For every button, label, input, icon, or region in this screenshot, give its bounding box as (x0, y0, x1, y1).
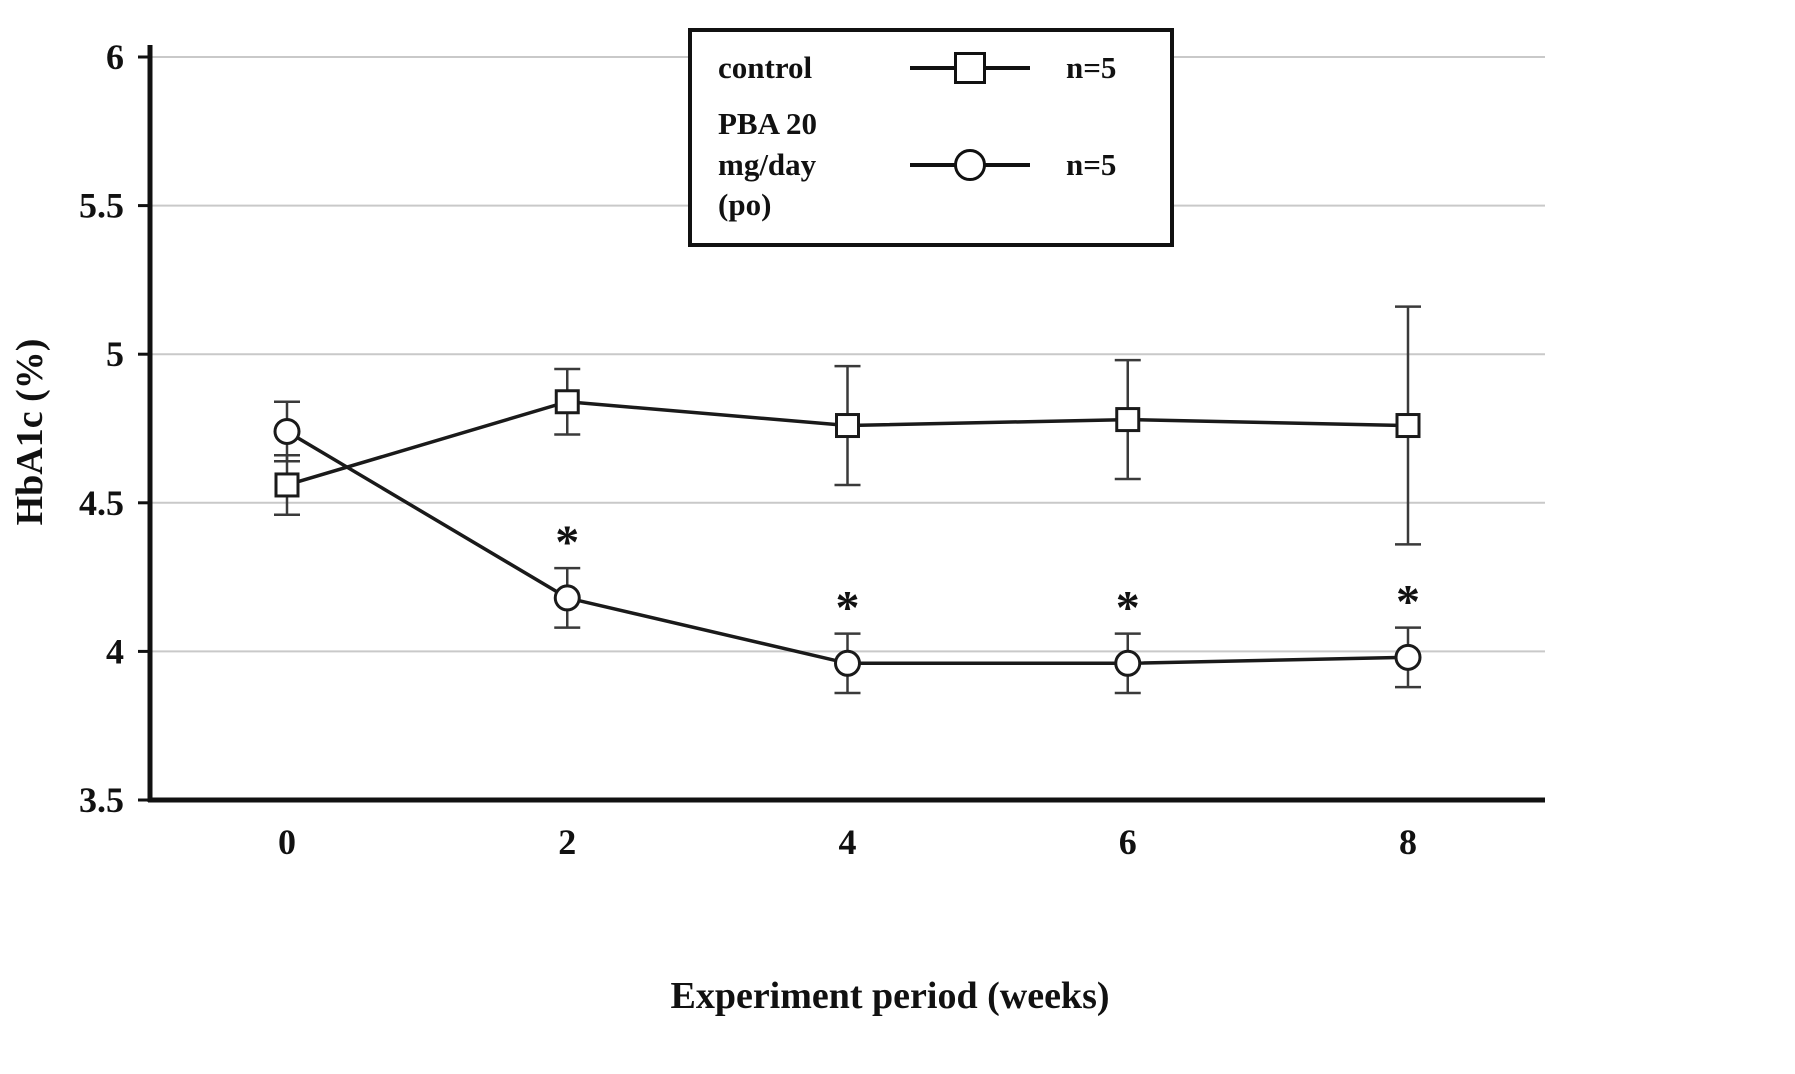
significance-star: * (555, 516, 579, 569)
legend-label-control: control (718, 50, 813, 85)
x-tick-label: 8 (1399, 822, 1417, 862)
circle-marker-icon (910, 145, 1030, 185)
x-axis-title: Experiment period (weeks) (670, 975, 1109, 1017)
legend-label-pba: PBA 20 mg/day (po) (718, 104, 910, 225)
y-tick-label: 3.5 (79, 780, 124, 820)
legend-item-control: control n=5 (718, 48, 1144, 88)
significance-star: * (1396, 576, 1420, 629)
y-tick-label: 5 (106, 334, 124, 374)
chart-legend: control n=5 PBA 20 mg/day (po) n=5 (688, 28, 1174, 248)
x-tick-label: 0 (278, 822, 296, 862)
data-marker-square (1395, 413, 1421, 439)
data-marker-square (554, 389, 580, 415)
data-marker-circle (1394, 643, 1422, 671)
data-marker-circle (1114, 649, 1142, 677)
data-marker-circle (273, 417, 301, 445)
significance-star: * (1116, 582, 1140, 635)
y-tick-label: 5.5 (79, 186, 124, 226)
square-marker-icon (910, 48, 1030, 88)
y-tick-label: 4.5 (79, 483, 124, 523)
y-axis-title: HbA1c (%) (9, 339, 51, 526)
x-tick-label: 4 (839, 822, 857, 862)
open-circle-icon (954, 148, 986, 181)
y-tick-label: 6 (106, 37, 124, 77)
legend-n-control: n=5 (1066, 50, 1117, 86)
data-marker-square (1115, 407, 1141, 433)
legend-label-pba-line1: PBA 20 mg/day (718, 106, 818, 182)
legend-n-pba: n=5 (1066, 146, 1117, 182)
significance-star: * (836, 582, 860, 635)
data-marker-circle (553, 584, 581, 612)
legend-label-pba-line2: (po) (718, 186, 772, 222)
legend-item-pba: PBA 20 mg/day (po) n=5 (718, 104, 1144, 225)
data-marker-square (835, 413, 860, 439)
data-marker-square (274, 472, 300, 498)
x-tick-label: 2 (558, 822, 576, 862)
data-marker-circle (834, 649, 861, 677)
x-tick-label: 6 (1119, 822, 1137, 862)
y-tick-label: 4 (106, 631, 124, 671)
open-square-icon (954, 52, 986, 85)
